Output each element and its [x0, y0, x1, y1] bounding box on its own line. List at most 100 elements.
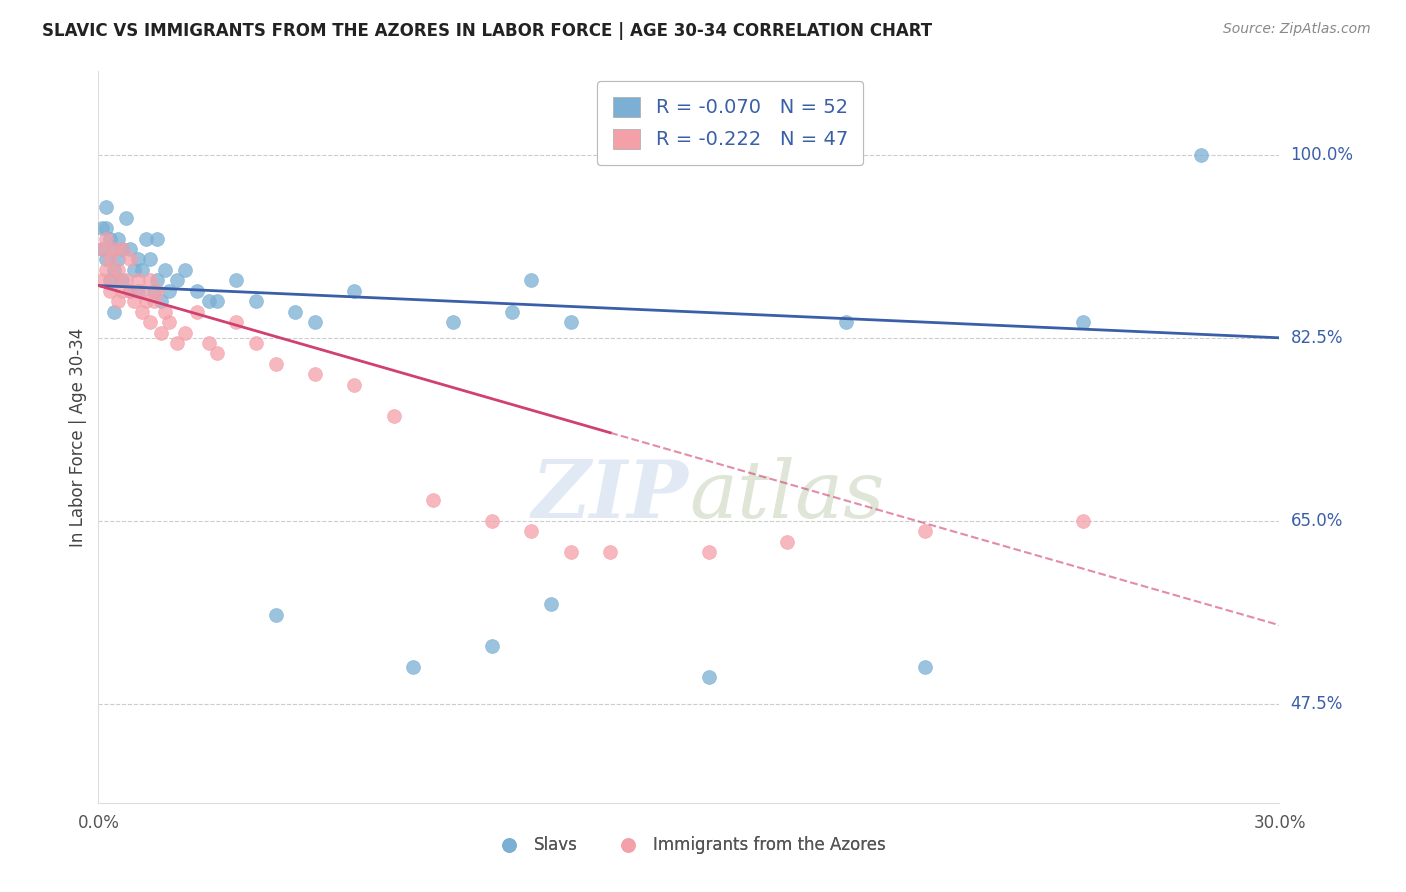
Point: [138, 315, 160, 329]
Point: [91, 221, 114, 235]
Point: [111, 284, 134, 298]
Point: [264, 607, 287, 622]
Point: [835, 315, 858, 329]
Text: 47.5%: 47.5%: [1291, 695, 1343, 713]
Point: [142, 284, 165, 298]
Point: [138, 252, 160, 267]
Text: Source: ZipAtlas.com: Source: ZipAtlas.com: [1223, 22, 1371, 37]
Point: [1071, 315, 1094, 329]
Point: [135, 294, 157, 309]
Point: [914, 660, 936, 674]
Point: [186, 284, 208, 298]
Point: [197, 336, 219, 351]
Point: [481, 639, 503, 653]
Legend: Slavs, Immigrants from the Azores: Slavs, Immigrants from the Azores: [485, 829, 893, 860]
Point: [103, 242, 125, 256]
Point: [245, 336, 267, 351]
Point: [174, 326, 197, 340]
Point: [122, 294, 145, 309]
Point: [91, 242, 114, 256]
Point: [127, 252, 149, 267]
Point: [155, 304, 177, 318]
Point: [107, 294, 129, 309]
Point: [343, 377, 366, 392]
Point: [520, 524, 543, 538]
Point: [118, 252, 141, 267]
Point: [776, 534, 799, 549]
Point: [501, 304, 523, 318]
Point: [98, 252, 121, 267]
Y-axis label: In Labor Force | Age 30-34: In Labor Force | Age 30-34: [69, 327, 87, 547]
Point: [115, 211, 138, 225]
Point: [146, 273, 169, 287]
Point: [560, 545, 582, 559]
Point: [135, 231, 157, 245]
Point: [103, 304, 125, 318]
Point: [150, 326, 173, 340]
Point: [225, 315, 247, 329]
Point: [98, 284, 121, 298]
Point: [382, 409, 405, 424]
Point: [111, 242, 134, 256]
Text: 82.5%: 82.5%: [1291, 329, 1343, 347]
Point: [197, 294, 219, 309]
Point: [441, 315, 464, 329]
Point: [225, 273, 247, 287]
Text: SLAVIC VS IMMIGRANTS FROM THE AZORES IN LABOR FORCE | AGE 30-34 CORRELATION CHAR: SLAVIC VS IMMIGRANTS FROM THE AZORES IN …: [42, 22, 932, 40]
Point: [264, 357, 287, 371]
Point: [127, 284, 149, 298]
Text: ZIP: ZIP: [531, 457, 689, 534]
Point: [146, 284, 169, 298]
Point: [481, 514, 503, 528]
Point: [131, 304, 153, 318]
Point: [157, 315, 180, 329]
Point: [98, 231, 121, 245]
Point: [304, 315, 326, 329]
Point: [560, 315, 582, 329]
Point: [343, 284, 366, 298]
Point: [131, 284, 153, 298]
Point: [115, 273, 138, 287]
Point: [131, 263, 153, 277]
Point: [118, 242, 141, 256]
Point: [142, 294, 165, 309]
Point: [697, 545, 720, 559]
Point: [174, 263, 197, 277]
Point: [205, 294, 228, 309]
Point: [91, 273, 114, 287]
Point: [103, 242, 125, 256]
Point: [166, 336, 188, 351]
Point: [697, 670, 720, 684]
Point: [107, 231, 129, 245]
Point: [540, 597, 562, 611]
Text: 65.0%: 65.0%: [1291, 512, 1343, 530]
Point: [138, 273, 160, 287]
Point: [96, 263, 118, 277]
Point: [122, 263, 145, 277]
Point: [166, 273, 188, 287]
Point: [914, 524, 936, 538]
Point: [96, 252, 118, 267]
Point: [96, 221, 118, 235]
Point: [1071, 514, 1094, 528]
Point: [118, 284, 141, 298]
Point: [155, 263, 177, 277]
Point: [107, 263, 129, 277]
Point: [103, 273, 125, 287]
Point: [146, 231, 169, 245]
Point: [205, 346, 228, 360]
Point: [245, 294, 267, 309]
Point: [127, 273, 149, 287]
Point: [103, 263, 125, 277]
Point: [157, 284, 180, 298]
Point: [98, 273, 121, 287]
Point: [96, 200, 118, 214]
Point: [1189, 148, 1212, 162]
Point: [107, 252, 129, 267]
Point: [91, 242, 114, 256]
Point: [520, 273, 543, 287]
Point: [111, 242, 134, 256]
Point: [118, 284, 141, 298]
Point: [402, 660, 425, 674]
Text: 100.0%: 100.0%: [1291, 146, 1354, 164]
